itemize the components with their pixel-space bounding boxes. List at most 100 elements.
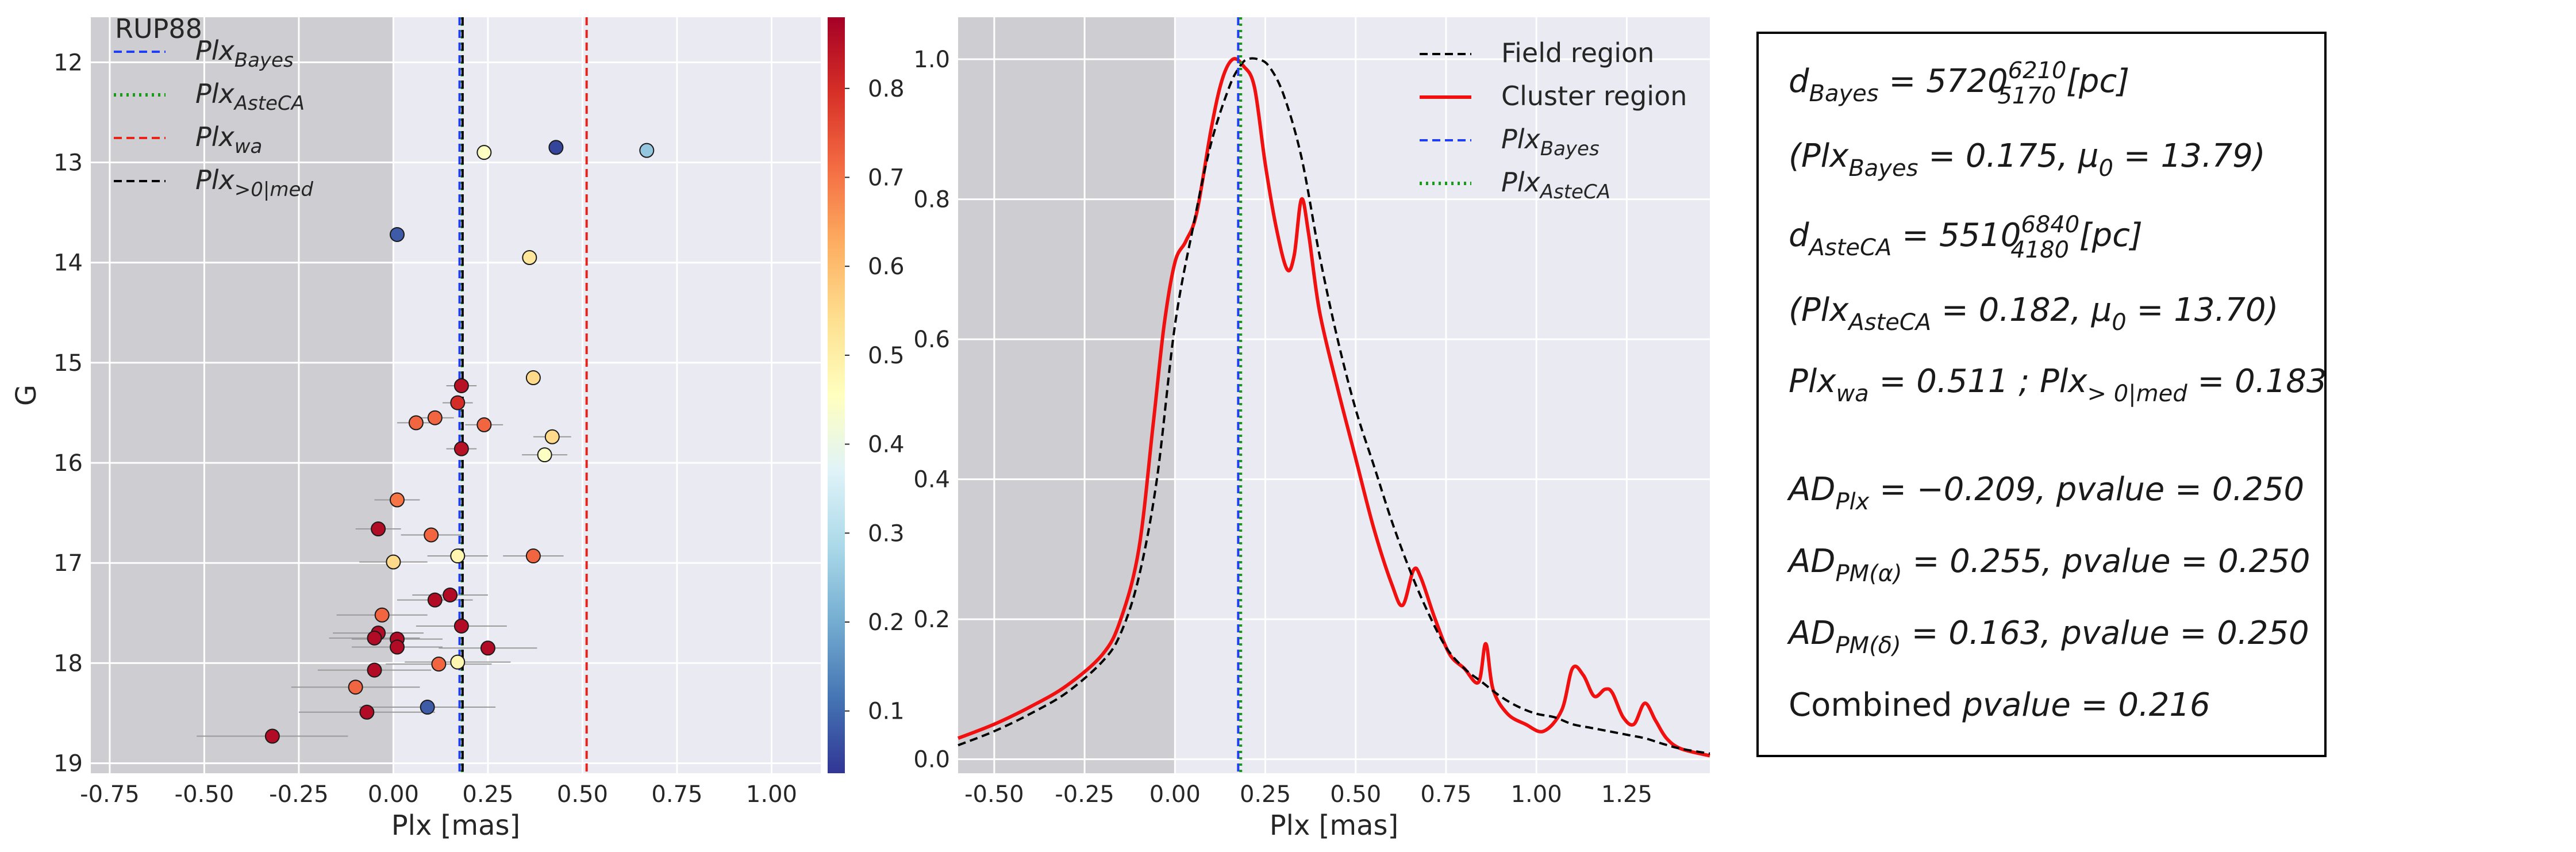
star-point — [453, 378, 469, 393]
y-tick-label: 18 — [53, 650, 83, 677]
info-line-part: = 0.255, — [1902, 543, 2062, 580]
y-tick-label: 16 — [53, 450, 83, 477]
info-line-part: pvalue — [2060, 615, 2170, 652]
y-tick-label: 0.0 — [913, 747, 950, 773]
info-line-part: = 0.250 — [2171, 543, 2310, 580]
colorbar: 0.1 0.2 0.3 0.4 0.5 0.6 0.7 0.8 — [828, 17, 905, 773]
star-point — [390, 639, 405, 655]
x-tick-label: -0.50 — [964, 781, 1024, 808]
info-line-part: pc — [2091, 217, 2131, 254]
info-line-part: AD — [1787, 543, 1835, 580]
y-tick-label: 15 — [53, 350, 83, 377]
star-point — [476, 417, 492, 432]
legend-label: Cluster region — [1501, 80, 1687, 112]
star-point — [390, 492, 405, 508]
info-line-part: AsteCA — [1808, 235, 1892, 261]
info-line-part: = 0.250 — [2170, 615, 2309, 652]
info-line-part: > 0|med — [2087, 381, 2187, 407]
star-point — [525, 548, 541, 564]
info-line-part: Plx — [1801, 137, 1849, 175]
colorbar-tick-label: 0.7 — [868, 164, 905, 191]
info-box: dBayes = 57206210 5170 [pc](PlxBayes = 0.… — [1756, 32, 2327, 757]
legend-label-sub: Bayes — [1540, 137, 1600, 160]
info-line: ADPM(δ) = 0.163, pvalue = 0.250 — [1787, 615, 2309, 659]
info-line-part: AsteCA — [1847, 309, 1931, 336]
legend-label-main: Plx — [1501, 124, 1541, 155]
legend-label: Plx>0|med — [195, 164, 313, 201]
info-box-frame — [1756, 32, 2327, 757]
y-tick-label: 0.8 — [913, 187, 950, 213]
info-line-part: 0 — [2112, 309, 2126, 336]
info-line-part: Bayes — [1848, 155, 1918, 182]
info-line-part: AD — [1787, 615, 1835, 652]
colorbar-bar — [828, 17, 845, 773]
star-point — [427, 410, 443, 425]
colorbar-tick-label: 0.2 — [868, 609, 905, 636]
y-tick-label: 0.4 — [913, 467, 950, 493]
info-line-part: AD — [1787, 471, 1835, 508]
star-point — [367, 662, 382, 678]
star-point — [453, 441, 469, 456]
info-line: Combined pvalue = 0.216 — [1789, 686, 2210, 724]
info-line-part: Plx — [1801, 291, 1849, 329]
legend-label-main: Plx — [1501, 167, 1541, 198]
colorbar-tick-label: 0.4 — [868, 432, 905, 458]
info-line-part: 0 — [2099, 155, 2113, 182]
star-point — [450, 654, 466, 670]
info-line-part: Combined — [1789, 686, 1962, 724]
info-line-part: = 0.511 ; — [1869, 363, 2040, 400]
info-line-part: pc — [2078, 63, 2117, 100]
info-line-part: Bayes — [1809, 80, 1879, 107]
legend-label: PlxAsteCA — [195, 78, 305, 115]
info-line-part: = −0.209, — [1869, 471, 2056, 508]
x-tick-label: 0.75 — [651, 781, 702, 808]
legend-label: PlxAsteCA — [1501, 167, 1610, 204]
star-point — [476, 145, 492, 160]
star-point — [264, 728, 280, 744]
x-tick-label: 0.50 — [1330, 781, 1381, 808]
x-tick-label: 0.75 — [1420, 781, 1471, 808]
legend-label-sub: >0|med — [234, 178, 314, 201]
star-point — [443, 587, 458, 602]
info-line-part: [ — [2069, 217, 2093, 254]
info-line-part: 5170 — [1997, 83, 2056, 109]
legend-label: Plxwa — [195, 121, 262, 158]
star-point — [359, 704, 375, 720]
star-point — [525, 370, 541, 386]
star-point — [427, 592, 443, 608]
info-line-part: ( — [1789, 291, 1802, 329]
legend-label-main: Plx — [195, 121, 235, 152]
series-field-region — [958, 57, 1710, 755]
star-point — [371, 521, 386, 537]
info-line-part: 4180 — [2010, 237, 2069, 263]
info-line-part: d — [1789, 63, 1809, 100]
y-tick-label: 19 — [53, 751, 83, 777]
info-line-part: = 5510 — [1891, 217, 2021, 254]
info-line-part: = 0.175, — [1918, 137, 2078, 175]
negative-parallax-shade — [958, 17, 1175, 773]
info-line-part: 6840 — [2021, 212, 2079, 238]
y-tick-label: 1.0 — [913, 47, 950, 73]
info-line: ADPM(α) = 0.255, pvalue = 0.250 — [1787, 543, 2310, 587]
colorbar-tick-label: 0.5 — [868, 343, 905, 369]
info-line: dAsteCA = 55106840 4180 [pc] — [1789, 212, 2143, 263]
star-point — [408, 415, 424, 431]
info-line-part: pvalue — [2062, 543, 2171, 580]
legend-label-sub: AsteCA — [233, 92, 305, 115]
info-line: Plxwa = 0.511 ; Plx> 0|med = 0.183 — [1789, 363, 2327, 407]
info-line: ADPlx = −0.209, pvalue = 0.250 — [1787, 471, 2304, 515]
legend-label-main: Plx — [195, 164, 235, 195]
legend-label: PlxBayes — [195, 35, 294, 72]
star-point — [537, 447, 552, 463]
star-point — [450, 548, 466, 564]
x-tick-label: 1.00 — [1511, 781, 1562, 808]
info-line-part: μ — [2091, 291, 2112, 329]
star-point — [424, 527, 439, 543]
info-line-part: ( — [1789, 137, 1802, 175]
info-line-part: = 0.250 — [2164, 471, 2304, 508]
info-line-part: Plx — [1789, 363, 1836, 400]
y-tick-label: 14 — [53, 250, 83, 277]
star-point — [522, 250, 537, 266]
y-tick-label: 17 — [53, 550, 83, 577]
